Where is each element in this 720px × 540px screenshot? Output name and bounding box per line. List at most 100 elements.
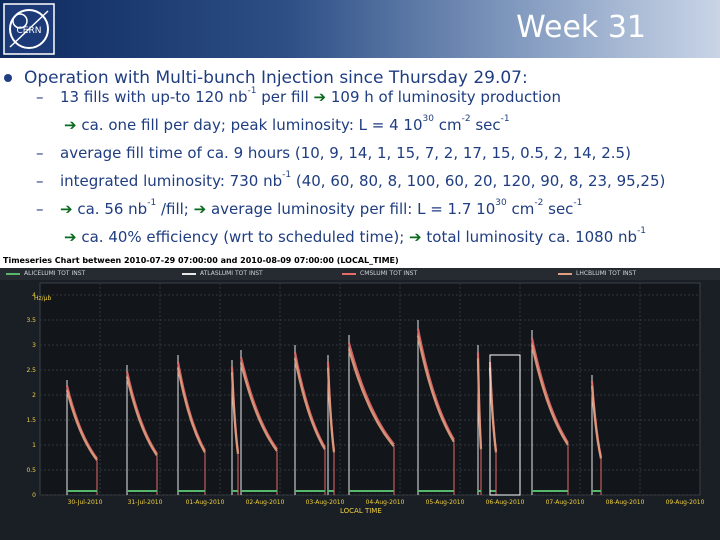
x-tick-label: 05-Aug-2010 [426,499,465,506]
fill-curve [488,367,498,453]
superscript: -1 [247,86,257,96]
chart-legend: ALICELUMI TOT INST ATLASLUMI TOT INST CMSL… [0,268,720,280]
fill-curve [530,344,569,446]
fill-curve [239,357,278,450]
fill-curve [347,342,395,446]
legend-item: ALICELUMI TOT INST [6,270,85,277]
line-text: ca. 40% efficiency (wrt to scheduled tim… [76,228,410,246]
fill-curve [65,390,98,461]
cern-logo: CERN [3,3,55,55]
fill-curve [416,335,455,443]
legend-label: CMSLUMI TOT INST [360,270,418,277]
line-text: ca. 56 nb [72,200,148,218]
fill-curve [125,376,158,457]
bullet-line: – average fill time of ca. 9 hours (10, 9… [36,144,631,162]
line-text: ca. one fill per day; peak luminosity: L… [76,116,423,134]
superscript: 30 [495,198,507,208]
superscript: -1 [637,226,647,236]
timeseries-chart: Timeseries Chart between 2010-07-29 07:0… [0,255,720,540]
legend-item: CMSLUMI TOT INST [342,270,417,277]
x-tick-label: 02-Aug-2010 [246,499,285,506]
dash-marker: – [36,88,44,106]
x-axis-label: LOCAL TIME [340,507,382,515]
bullet-line: ➔ ca. one fill per day; peak luminosity:… [64,114,510,134]
fill-curve [590,385,603,459]
y-tick-label: 1.5 [26,417,36,424]
superscript: -1 [573,198,583,208]
fill-curve [230,372,240,455]
legend-swatch [558,272,572,275]
line-text: 13 fills with up-to 120 nb [60,88,248,106]
x-tick-label: 31-Jul-2010 [128,499,163,506]
line-text: average fill time of ca. 9 hours (10, 9,… [60,144,631,162]
line-text: integrated luminosity: 730 nb [60,172,283,190]
y-tick-label: 0 [32,492,36,499]
legend-item: LHCBLUMI TOT INST [558,270,636,277]
y-tick-label: 4 [32,292,36,299]
line-text: total luminosity ca. 1080 nb [421,228,638,246]
legend-label: ALICELUMI TOT INST [24,270,86,277]
y-axis-label: Hz/µb [34,295,52,302]
line-text: cm [506,200,535,218]
arrow-icon: ➔ [313,88,327,106]
chart-titlebar: Timeseries Chart between 2010-07-29 07:0… [0,255,720,268]
chart-plot: 4 3.5 3 2.5 2 1.5 1 0.5 0 30-Jul-2010 31-Jul-2010 0… [26,282,705,515]
legend-swatch [342,272,356,275]
bullet-line: ➔ ca. 40% efficiency (wrt to scheduled t… [64,226,647,246]
arrow-icon: ➔ [409,228,422,246]
legend-label: ATLASLUMI TOT INST [200,270,263,277]
x-tick-label: 03-Aug-2010 [306,499,345,506]
superscript: -1 [500,114,510,124]
main-bullet-text: Operation with Multi-bunch Injection sin… [24,68,528,88]
y-tick-label: 0.5 [26,467,36,474]
fill-curve [530,338,569,444]
fill-curve [239,362,278,452]
legend-swatch [6,272,20,275]
y-tick-label: 1 [32,442,36,449]
fill-curve [416,328,455,441]
y-tick-label: 2.5 [26,367,36,374]
line-text: average luminosity per fill: L = 1.7 10 [206,200,496,218]
x-tick-label: 07-Aug-2010 [546,499,585,506]
slide-header: CERN Week 31 [0,0,720,58]
fill-curve [293,358,326,451]
y-tick-label: 3 [32,342,36,349]
x-tick-label: 04-Aug-2010 [366,499,405,506]
superscript: -1 [147,198,157,208]
main-bullet: Operation with Multi-bunch Injection sin… [4,68,528,88]
slide-title: Week 31 [516,10,646,45]
dash-marker: – [36,172,44,190]
chart-title: Timeseries Chart between 2010-07-29 07:0… [3,256,399,265]
superscript: 30 [422,114,434,124]
slide-content: Operation with Multi-bunch Injection sin… [0,58,720,258]
dash-marker: – [36,144,44,162]
legend-item: ATLASLUMI TOT INST [182,270,263,277]
x-tick-label: 01-Aug-2010 [186,499,225,506]
plot-area [39,282,701,496]
line-text: sec [470,116,501,134]
x-tick-label: 08-Aug-2010 [606,499,645,506]
fill-curve [347,349,395,448]
y-tick-label: 2 [32,392,36,399]
y-tick-label: 3.5 [26,317,36,324]
line-text: cm [433,116,462,134]
fill-curve [326,367,336,453]
x-tick-label: 06-Aug-2010 [486,499,525,506]
arrow-icon: ➔ [64,228,77,246]
bullet-line: –13 fills with up-to 120 nb-1 per fill ➔… [36,86,561,106]
line-text: per fill [256,88,314,106]
line-text: (40, 60, 80, 8, 100, 60, 20, 120, 90, 8,… [291,172,666,190]
arrow-icon: ➔ [60,200,73,218]
superscript: -1 [282,170,292,180]
line-text: 109 h of luminosity production [326,88,561,106]
x-tick-label: 09-Aug-2010 [666,499,705,506]
dash-marker: – [36,200,44,218]
bullet-line: – integrated luminosity: 730 nb-1 (40, 60… [36,170,666,190]
fill-curve [476,358,483,450]
line-text: /fill; [156,200,194,218]
x-tick-label: 30-Jul-2010 [68,499,103,506]
bullet-dot-icon [4,74,12,82]
arrow-icon: ➔ [64,116,77,134]
line-text: sec [543,200,574,218]
legend-label: LHCBLUMI TOT INST [576,270,637,277]
